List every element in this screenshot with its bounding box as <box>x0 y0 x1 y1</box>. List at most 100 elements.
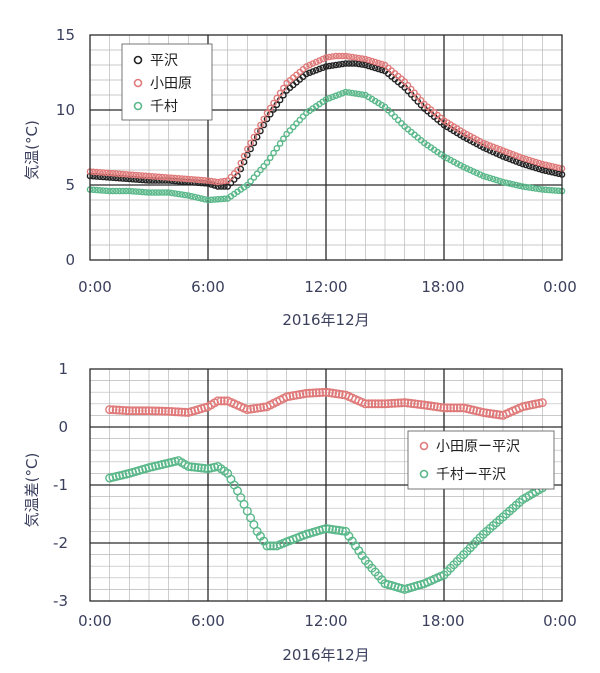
x-tick-labels: 0:00 6:00 12:00 18:00 0:00 <box>78 278 577 296</box>
y-tick-label: -2 <box>53 534 68 552</box>
data-point <box>181 191 189 199</box>
data-point <box>535 185 543 193</box>
data-point <box>478 408 488 418</box>
data-point <box>135 171 143 179</box>
data-point <box>450 158 458 166</box>
data-point <box>154 406 164 416</box>
data-point <box>332 52 340 60</box>
data-point <box>552 169 559 177</box>
data-point <box>253 170 261 178</box>
data-point <box>204 177 212 184</box>
data-point <box>173 407 183 417</box>
data-point <box>328 388 338 398</box>
data-point <box>398 119 405 127</box>
data-point <box>370 399 380 409</box>
data-point <box>132 188 140 195</box>
data-point <box>230 170 238 177</box>
data-point <box>316 57 323 64</box>
data-point <box>410 399 420 409</box>
data-point <box>244 145 251 153</box>
data-point <box>96 168 104 176</box>
data-point <box>384 106 392 114</box>
data-point <box>158 173 166 181</box>
data-point <box>432 402 442 412</box>
legend-marker <box>419 441 429 451</box>
data-point <box>112 174 120 182</box>
data-point <box>460 129 467 136</box>
y-tick-label: -3 <box>53 592 68 610</box>
data-point <box>108 405 118 415</box>
data-point <box>247 139 254 147</box>
data-point <box>537 398 547 408</box>
data-point <box>132 176 140 183</box>
data-point <box>522 183 530 191</box>
data-point <box>355 60 363 68</box>
data-point <box>535 159 543 167</box>
data-point <box>260 162 268 170</box>
data-point <box>368 57 376 65</box>
data-point <box>171 190 179 197</box>
data-point <box>198 195 205 202</box>
data-point <box>103 173 110 181</box>
data-point <box>132 171 140 179</box>
data-point <box>496 177 504 185</box>
data-point <box>528 400 538 410</box>
data-point <box>200 463 210 473</box>
data-point <box>542 186 549 194</box>
data-point <box>393 398 403 408</box>
data-point <box>529 163 536 171</box>
data-point <box>201 176 209 184</box>
data-point <box>135 176 143 184</box>
data-point <box>499 153 507 160</box>
data-point <box>103 169 110 177</box>
data-point <box>429 401 439 411</box>
data-point <box>303 70 310 78</box>
data-point <box>257 127 264 135</box>
data-point <box>319 55 327 63</box>
data-point <box>122 175 130 183</box>
data-point <box>141 406 151 416</box>
data-point <box>426 401 436 411</box>
data-point <box>135 188 143 196</box>
data-point <box>334 389 344 399</box>
data-point <box>521 401 531 411</box>
data-point <box>331 389 341 399</box>
data-point <box>322 54 330 61</box>
data-point <box>207 196 215 204</box>
data-point <box>139 176 146 184</box>
data-point <box>548 186 556 194</box>
data-point <box>522 155 530 163</box>
data-point <box>512 152 520 159</box>
data-point <box>324 524 334 534</box>
data-point <box>321 387 331 397</box>
data-point <box>545 168 553 175</box>
data-point <box>270 106 277 113</box>
data-point <box>371 58 379 66</box>
data-point <box>303 63 310 70</box>
data-point <box>109 187 117 195</box>
data-point <box>378 60 386 68</box>
data-point <box>118 405 128 415</box>
data-point <box>221 195 228 203</box>
data-point <box>539 186 546 193</box>
data-point <box>99 173 107 181</box>
data-point <box>485 408 495 418</box>
data-point <box>502 154 510 162</box>
data-point <box>242 405 252 415</box>
data-point <box>466 132 474 140</box>
data-point <box>391 113 399 121</box>
data-point <box>252 403 262 413</box>
data-point <box>443 154 451 162</box>
data-point <box>96 186 104 194</box>
x-tick-label: 18:00 <box>421 278 464 296</box>
data-point <box>416 400 426 410</box>
data-point <box>280 84 287 92</box>
data-point <box>137 406 147 416</box>
data-point <box>506 149 513 157</box>
data-point <box>158 177 166 184</box>
data-point <box>414 93 422 100</box>
data-point <box>367 399 377 409</box>
temperature-difference-chart: 1 0 -1 -2 -3 0:00 6:00 12:00 18:00 0:00 … <box>23 360 577 664</box>
x-tick-label: 0:00 <box>543 278 577 296</box>
data-point <box>483 173 490 181</box>
